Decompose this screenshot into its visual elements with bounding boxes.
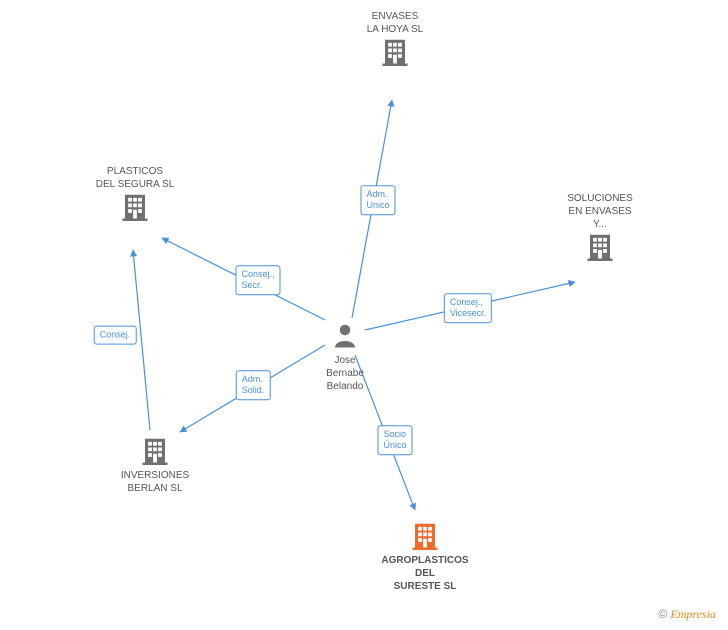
node-soluciones[interactable]: SOLUCIONES EN ENVASES Y... [545,192,655,265]
edge-label: Consej., Secr. [235,265,280,295]
building-icon [585,231,615,261]
brand-first-letter: E [670,607,677,621]
node-label: ENVASES LA HOYA SL [367,11,424,35]
relationship-diagram: Jose Bernabe Belando ENVASES LA HOYA SL P… [0,0,728,630]
edges-layer [0,0,728,630]
node-inversiones[interactable]: INVERSIONES BERLAN SL [100,435,210,495]
brand-rest: mpresia [678,607,716,621]
node-envases[interactable]: ENVASES LA HOYA SL [340,10,450,70]
node-label: PLASTICOS DEL SEGURA SL [96,166,175,190]
node-center[interactable]: Jose Bernabe Belando [290,320,400,393]
node-agroplasticos[interactable]: AGROPLASTICOS DEL SURESTE SL [370,520,480,593]
node-label: Jose Bernabe Belando [326,355,364,392]
node-label: AGROPLASTICOS DEL SURESTE SL [381,555,468,592]
node-label: SOLUCIONES EN ENVASES Y... [567,193,633,230]
edge-label: Consej., Vicesecr. [444,293,492,323]
person-icon [330,320,360,350]
node-plasticos[interactable]: PLASTICOS DEL SEGURA SL [80,165,190,225]
building-icon [410,520,440,550]
building-icon [140,435,170,465]
node-label: INVERSIONES BERLAN SL [121,470,189,494]
watermark: © Empresia [658,607,716,622]
edge-label: Socio Único [377,425,412,455]
building-icon [380,36,410,66]
copyright-symbol: © [658,607,667,621]
edge-label: Adm. Unico [360,185,395,215]
edge-label: Adm. Solid. [236,370,271,400]
edge-label: Consej. [94,326,137,345]
building-icon [120,191,150,221]
